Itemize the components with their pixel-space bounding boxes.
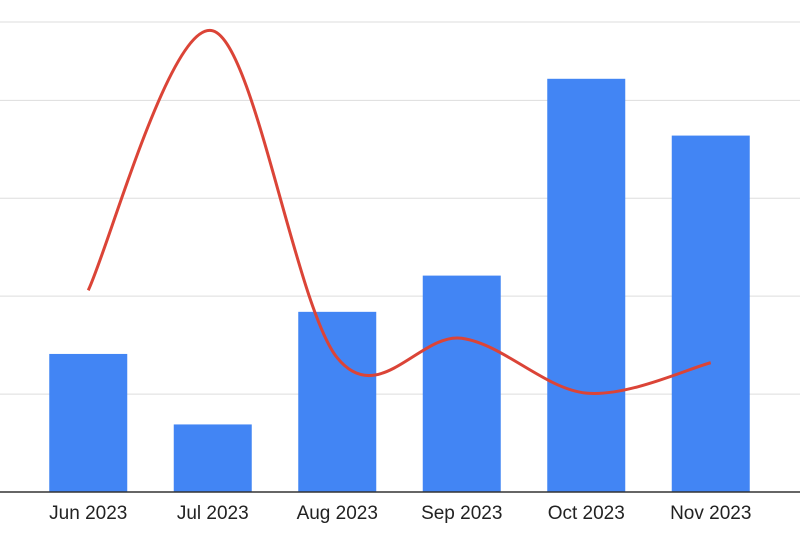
bar xyxy=(547,78,626,493)
bar xyxy=(298,311,377,492)
bar xyxy=(49,353,128,492)
x-tick-label: Aug 2023 xyxy=(297,503,378,524)
x-tick-label: Jul 2023 xyxy=(177,503,249,524)
x-tick-label: Oct 2023 xyxy=(548,503,625,524)
x-tick-label: Jun 2023 xyxy=(49,503,127,524)
x-tick-label: Sep 2023 xyxy=(421,503,502,524)
bar xyxy=(173,424,252,492)
x-tick-label: Nov 2023 xyxy=(670,503,751,524)
bar xyxy=(422,275,501,492)
bar xyxy=(671,135,750,493)
line xyxy=(86,29,712,395)
